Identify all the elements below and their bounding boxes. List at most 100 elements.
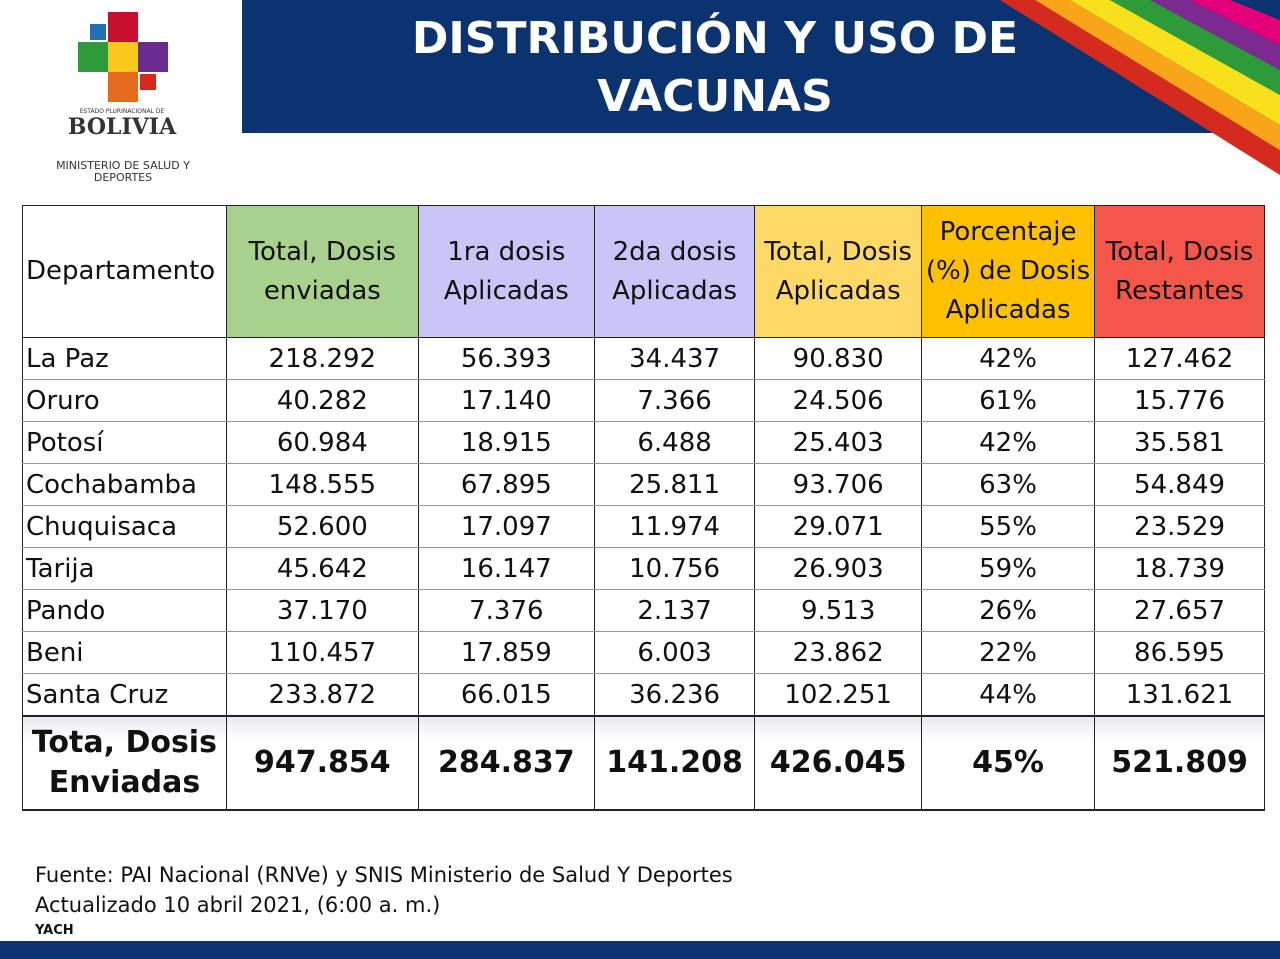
logo-ministry: MINISTERIO DE SALUD Y DEPORTES	[56, 159, 190, 184]
cell-value: 23.862	[754, 631, 923, 674]
total-value: 426.045	[754, 715, 923, 811]
column-header: Porcentaje (%) de Dosis Aplicadas	[921, 205, 1096, 338]
cell-value: 26.903	[754, 547, 923, 590]
data-row: Beni 110.457 17.859 6.003 23.862 22% 86.595	[22, 631, 1265, 674]
cell-value: 9.513	[754, 589, 923, 632]
cell-value: 26%	[921, 589, 1096, 632]
cell-value: 7.376	[417, 589, 595, 632]
total-value: 521.809	[1094, 715, 1265, 811]
cell-value: 16.147	[417, 547, 595, 590]
department-name: Oruro	[22, 379, 227, 422]
cell-value: 6.003	[593, 631, 756, 674]
cell-value: 54.849	[1094, 463, 1265, 506]
cell-value: 15.776	[1094, 379, 1265, 422]
data-row: Chuquisaca 52.600 17.097 11.974 29.071 55% 23.…	[22, 505, 1265, 548]
cell-value: 37.170	[225, 589, 419, 632]
data-row: La Paz 218.292 56.393 34.437 90.830 42% 127.46…	[22, 337, 1265, 380]
cell-value: 67.895	[417, 463, 595, 506]
cell-value: 22%	[921, 631, 1096, 674]
total-value: 45%	[921, 715, 1096, 811]
total-value: 947.854	[225, 715, 419, 811]
bottom-bar	[0, 941, 1280, 959]
department-name: Santa Cruz	[22, 673, 227, 717]
column-header: Total, Dosis enviadas	[225, 205, 419, 338]
cell-value: 42%	[921, 337, 1096, 380]
department-name: Pando	[22, 589, 227, 632]
cell-value: 18.739	[1094, 547, 1265, 590]
department-name: Chuquisaca	[22, 505, 227, 548]
cell-value: 90.830	[754, 337, 923, 380]
source-note: Fuente: PAI Nacional (RNVe) y SNIS Minis…	[35, 863, 733, 887]
cell-value: 66.015	[417, 673, 595, 717]
cell-value: 2.137	[593, 589, 756, 632]
cell-value: 36.236	[593, 673, 756, 717]
total-label: Tota, Dosis Enviadas	[22, 715, 227, 811]
column-header: Total, Dosis Aplicadas	[754, 205, 923, 338]
cell-value: 6.488	[593, 421, 756, 464]
cell-value: 61%	[921, 379, 1096, 422]
column-header: Total, Dosis Restantes	[1094, 205, 1265, 338]
cell-value: 59%	[921, 547, 1096, 590]
cell-value: 17.859	[417, 631, 595, 674]
data-row: Pando 37.170 7.376 2.137 9.513 26% 27.657	[22, 589, 1265, 632]
total-value: 284.837	[417, 715, 595, 811]
cell-value: 40.282	[225, 379, 419, 422]
header-row: Departamento Total, Dosis enviadas 1ra dos…	[22, 205, 1265, 338]
cell-value: 55%	[921, 505, 1096, 548]
cell-value: 44%	[921, 673, 1096, 717]
cell-value: 17.097	[417, 505, 595, 548]
cell-value: 18.915	[417, 421, 595, 464]
data-row: Oruro 40.282 17.140 7.366 24.506 61% 15.776	[22, 379, 1265, 422]
cell-value: 52.600	[225, 505, 419, 548]
cell-value: 35.581	[1094, 421, 1265, 464]
data-row: Santa Cruz 233.872 66.015 36.236 102.251 44% 1…	[22, 673, 1265, 717]
total-row: Tota, Dosis Enviadas 947.854 284.837 141.20…	[22, 715, 1265, 811]
cell-value: 131.621	[1094, 673, 1265, 717]
cell-value: 42%	[921, 421, 1096, 464]
slide-title: DISTRIBUCIÓN Y USO DE VACUNAS	[411, 13, 1019, 122]
cell-value: 23.529	[1094, 505, 1265, 548]
column-header: Departamento	[22, 205, 227, 338]
cell-value: 7.366	[593, 379, 756, 422]
cell-value: 63%	[921, 463, 1096, 506]
department-name: Beni	[22, 631, 227, 674]
cell-value: 127.462	[1094, 337, 1265, 380]
logo-emblem	[78, 12, 168, 102]
cell-value: 110.457	[225, 631, 419, 674]
department-name: La Paz	[22, 337, 227, 380]
cell-value: 102.251	[754, 673, 923, 717]
cell-value: 34.437	[593, 337, 756, 380]
cell-value: 60.984	[225, 421, 419, 464]
cell-value: 27.657	[1094, 589, 1265, 632]
total-value: 141.208	[593, 715, 756, 811]
column-header: 2da dosis Aplicadas	[593, 205, 756, 338]
update-note: Actualizado 10 abril 2021, (6:00 a. m.)	[35, 893, 441, 917]
cell-value: 93.706	[754, 463, 923, 506]
cell-value: 148.555	[225, 463, 419, 506]
cell-value: 24.506	[754, 379, 923, 422]
data-row: Tarija 45.642 16.147 10.756 26.903 59% 18.739	[22, 547, 1265, 590]
author-tag: YACH	[35, 923, 74, 938]
table-body: La Paz 218.292 56.393 34.437 90.830 42% 127.46…	[22, 337, 1265, 811]
column-header: 1ra dosis Aplicadas	[417, 205, 595, 338]
cell-value: 10.756	[593, 547, 756, 590]
cell-value: 45.642	[225, 547, 419, 590]
cell-value: 86.595	[1094, 631, 1265, 674]
data-row: Cochabamba 148.555 67.895 25.811 93.706 63% 54…	[22, 463, 1265, 506]
department-name: Tarija	[22, 547, 227, 590]
department-name: Potosí	[22, 421, 227, 464]
cell-value: 218.292	[225, 337, 419, 380]
cell-value: 25.403	[754, 421, 923, 464]
cell-value: 11.974	[593, 505, 756, 548]
logo-caption: ESTADO PLURINACIONAL DE	[79, 108, 165, 115]
cell-value: 25.811	[593, 463, 756, 506]
decor-stripes	[1000, 0, 1280, 175]
department-name: Cochabamba	[22, 463, 227, 506]
data-row: Potosí 60.984 18.915 6.488 25.403 42% 35.581	[22, 421, 1265, 464]
cell-value: 56.393	[417, 337, 595, 380]
cell-value: 233.872	[225, 673, 419, 717]
vaccine-table: Departamento Total, Dosis enviadas 1ra dos…	[22, 205, 1265, 811]
cell-value: 29.071	[754, 505, 923, 548]
logo-country: BOLIVIA	[67, 114, 177, 140]
